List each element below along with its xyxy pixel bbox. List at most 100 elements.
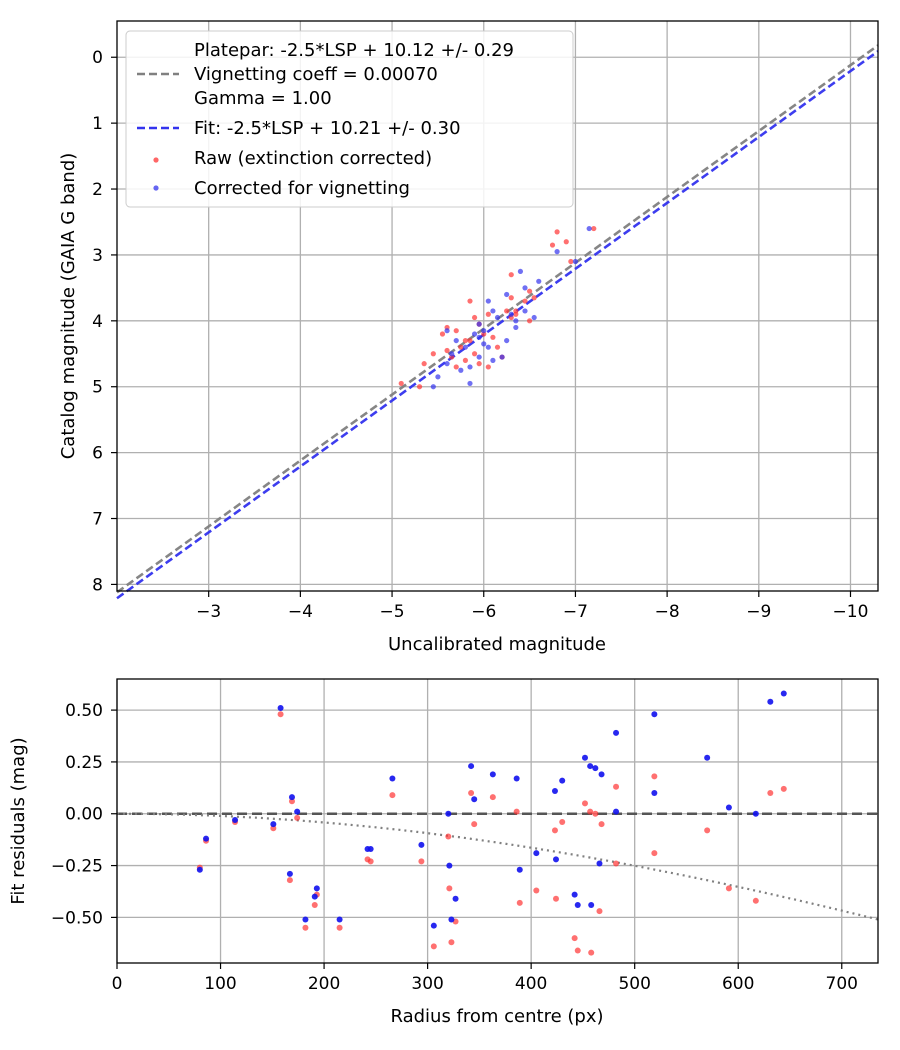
corrected-point: [467, 364, 473, 370]
tick-marks: 0 100 200 300 400 500 600 700 0.50 0.25 0.00 −0.25 −…: [51, 701, 858, 994]
raw-residual-point: [651, 850, 658, 857]
residuals-chart: 0 100 200 300 400 500 600 700 0.50 0.25 0.00 −0.25 −…: [8, 678, 879, 1027]
corrected-residual-point: [767, 698, 774, 705]
y-tick-label: −0.50: [51, 908, 103, 928]
corrected-residual-point: [336, 916, 343, 923]
raw-point: [554, 229, 560, 235]
raw-residual-point: [311, 901, 318, 908]
raw-point: [522, 298, 528, 304]
y-tick-label: 6: [92, 444, 103, 464]
raw-residual-point: [468, 790, 475, 797]
corrected-residual-point: [752, 810, 759, 817]
raw-point: [462, 337, 469, 344]
x-tick-label: −3: [196, 602, 221, 622]
raw-point: [471, 314, 478, 321]
corrected-point: [494, 314, 501, 321]
raw-point: [526, 288, 533, 294]
legend: Platepar: -2.5*LSP + 10.12 +/- 0.29 Vign…: [125, 30, 574, 208]
raw-point: [485, 311, 491, 317]
y-tick-label: 1: [92, 114, 103, 134]
raw-point: [476, 361, 482, 367]
y-axis-label: Fit residuals (mag): [8, 737, 29, 904]
x-tick-label: −8: [655, 602, 680, 622]
raw-point: [458, 344, 464, 350]
corrected-residual-point: [551, 787, 558, 794]
raw-residual-point: [277, 711, 284, 718]
corrected-residual-point: [471, 796, 478, 803]
corrected-residual-point: [286, 870, 293, 877]
corrected-residual-point: [552, 856, 559, 863]
raw-residual-point: [448, 939, 455, 946]
raw-point: [430, 351, 436, 357]
raw-point: [531, 295, 537, 301]
corrected-residual-point: [468, 763, 475, 770]
corrected-residual-point: [367, 845, 374, 852]
corrected-point: [504, 337, 510, 344]
x-tick-label: −4: [288, 602, 313, 622]
corrected-residual-point: [780, 690, 787, 697]
raw-residual-point: [559, 819, 566, 826]
y-tick-label: 0.50: [65, 701, 103, 721]
x-axis-label: Radius from centre (px): [390, 1006, 603, 1027]
corrected-residual-point: [704, 754, 711, 761]
legend-raw-marker: [153, 157, 159, 163]
corrected-residual-point: [232, 816, 239, 823]
corrected-point: [499, 354, 505, 360]
corrected-point: [444, 328, 450, 334]
y-axis-label: Catalog magnitude (GAIA G band): [58, 153, 79, 460]
corrected-residual-point: [448, 916, 455, 923]
corrected-residual-point: [725, 804, 732, 811]
y-tick-label: 0.25: [65, 753, 103, 773]
x-tick-label: −5: [380, 602, 405, 622]
raw-residual-point: [513, 808, 520, 815]
raw-residual-point: [445, 833, 452, 840]
corrected-point: [458, 367, 464, 373]
raw-point: [504, 308, 510, 314]
corrected-residual-point: [313, 885, 320, 892]
corrected-point: [536, 278, 542, 284]
legend-gamma-label: Gamma = 1.00: [194, 88, 332, 109]
corrected-point: [554, 249, 560, 255]
corrected-residual-point: [288, 794, 295, 801]
raw-point: [508, 295, 514, 301]
corrected-point: [504, 291, 510, 298]
raw-residual-point: [592, 810, 599, 817]
raw-residual-point: [752, 897, 759, 904]
x-tick-label: 600: [722, 974, 754, 994]
y-tick-label: 0: [92, 48, 103, 68]
raw-residual-point: [270, 825, 277, 832]
raw-point: [416, 384, 423, 390]
reference-lines: [116, 812, 879, 921]
raw-residual-point: [588, 949, 595, 956]
corrected-point: [481, 341, 487, 347]
raw-residual-point: [294, 814, 301, 821]
raw-residual-point: [288, 798, 295, 805]
raw-residual-point: [598, 821, 605, 828]
corrected-residual-point: [581, 754, 588, 761]
corrected-point: [435, 374, 441, 380]
raw-residual-point: [613, 860, 620, 867]
raw-residual-point: [574, 947, 581, 954]
corrected-point: [522, 285, 528, 291]
fit-line: [116, 50, 879, 600]
corrected-point: [449, 351, 455, 357]
legend-corrected-label: Corrected for vignetting: [194, 178, 410, 199]
raw-point: [591, 225, 597, 232]
corrected-residual-point: [533, 850, 540, 857]
raw-residual-point: [302, 924, 309, 931]
raw-residual-point: [418, 858, 425, 865]
x-tick-label: 300: [411, 974, 443, 994]
corrected-residual-point: [489, 771, 496, 778]
raw-residual-point: [571, 935, 578, 942]
legend-box: [125, 30, 574, 208]
y-tick-label: −0.25: [51, 857, 103, 877]
corrected-point: [481, 328, 487, 334]
corrected-point: [476, 354, 482, 360]
data-points: [398, 225, 597, 390]
raw-residual-point: [725, 885, 732, 892]
vignetting-curve: [116, 812, 879, 921]
corrected-residual-point: [311, 893, 318, 900]
corrected-point: [490, 357, 496, 363]
y-tick-label: 7: [92, 510, 103, 530]
